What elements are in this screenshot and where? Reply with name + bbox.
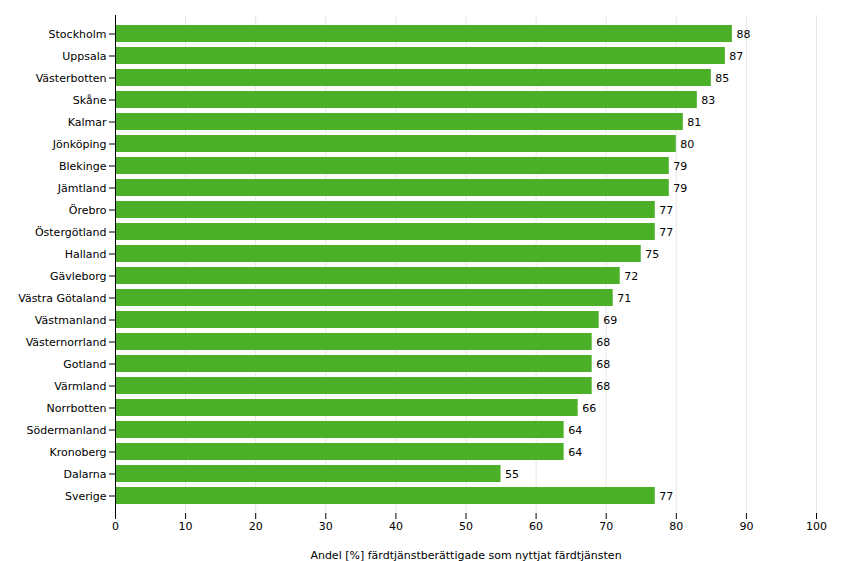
svg-text:87: 87 (729, 50, 743, 63)
svg-text:77: 77 (659, 226, 673, 239)
svg-text:90: 90 (739, 520, 753, 533)
svg-text:40: 40 (389, 520, 403, 533)
svg-text:Kalmar: Kalmar (68, 116, 107, 129)
svg-text:Blekinge: Blekinge (59, 160, 107, 173)
svg-text:Jönköping: Jönköping (52, 138, 107, 151)
svg-text:68: 68 (596, 336, 610, 349)
svg-text:68: 68 (596, 358, 610, 371)
svg-text:Stockholm: Stockholm (49, 28, 107, 41)
svg-text:30: 30 (319, 520, 333, 533)
svg-text:50: 50 (459, 520, 473, 533)
svg-text:Västra Götaland: Västra Götaland (18, 292, 106, 305)
svg-text:Gotland: Gotland (63, 358, 106, 371)
svg-text:Västernorrland: Västernorrland (26, 336, 107, 349)
svg-text:Värmland: Värmland (54, 380, 106, 393)
svg-text:85: 85 (715, 72, 729, 85)
svg-text:81: 81 (687, 116, 701, 129)
svg-text:60: 60 (529, 520, 543, 533)
svg-text:Södermanland: Södermanland (27, 424, 107, 437)
svg-text:Gävleborg: Gävleborg (50, 270, 107, 283)
svg-text:Jämtland: Jämtland (57, 182, 107, 195)
svg-text:Örebro: Örebro (69, 204, 107, 217)
svg-text:55: 55 (505, 468, 519, 481)
svg-text:Västerbotten: Västerbotten (36, 72, 107, 85)
svg-text:Östergötland: Östergötland (35, 226, 107, 239)
svg-text:64: 64 (568, 424, 582, 437)
svg-text:79: 79 (673, 182, 687, 195)
svg-text:80: 80 (669, 520, 683, 533)
svg-text:68: 68 (596, 380, 610, 393)
svg-text:0: 0 (112, 520, 119, 533)
svg-text:64: 64 (568, 446, 582, 459)
svg-text:71: 71 (617, 292, 631, 305)
svg-text:100: 100 (806, 520, 827, 533)
svg-text:75: 75 (645, 248, 659, 261)
svg-text:77: 77 (659, 204, 673, 217)
svg-text:Uppsala: Uppsala (62, 50, 106, 63)
svg-text:79: 79 (673, 160, 687, 173)
svg-text:70: 70 (599, 520, 613, 533)
svg-text:Sverige: Sverige (65, 490, 107, 503)
svg-text:10: 10 (179, 520, 193, 533)
svg-text:Skåne: Skåne (73, 94, 107, 107)
svg-text:Kronoberg: Kronoberg (50, 446, 107, 459)
svg-text:88: 88 (736, 28, 750, 41)
svg-text:Dalarna: Dalarna (63, 468, 106, 481)
svg-text:83: 83 (701, 94, 715, 107)
svg-text:77: 77 (659, 490, 673, 503)
svg-text:Västmanland: Västmanland (35, 314, 107, 327)
svg-text:80: 80 (680, 138, 694, 151)
svg-text:Andel [%] färdtjänstberättigad: Andel [%] färdtjänstberättigade som nytt… (310, 549, 621, 561)
svg-text:69: 69 (603, 314, 617, 327)
svg-text:Halland: Halland (65, 248, 107, 261)
svg-text:20: 20 (249, 520, 263, 533)
svg-text:Norrbotten: Norrbotten (47, 402, 107, 415)
svg-text:66: 66 (582, 402, 596, 415)
svg-text:72: 72 (624, 270, 638, 283)
